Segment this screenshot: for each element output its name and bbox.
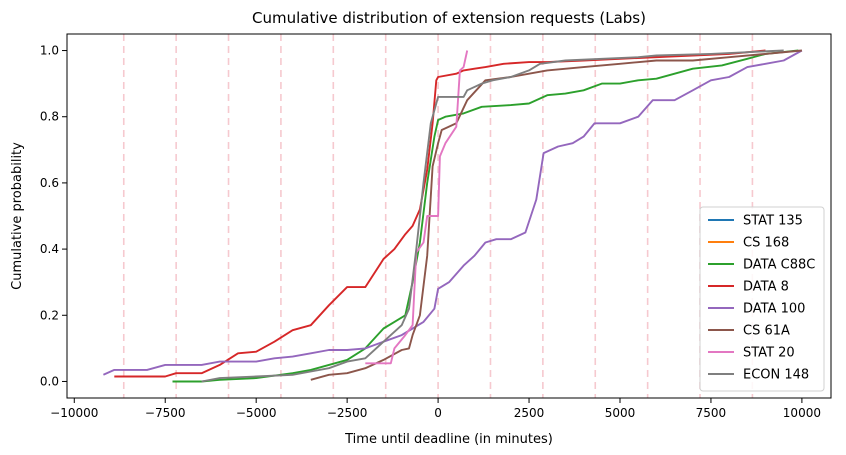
- x-axis: −10000 −7500 −5000 −2500 0 2500 5000 7500 10000: [50, 398, 821, 420]
- plot-area: [66, 33, 832, 399]
- reference-lines: [122, 34, 754, 398]
- y-tick-label: 0.6: [40, 176, 59, 190]
- y-tick-label: 0.2: [40, 308, 59, 322]
- x-tick-label: −2500: [327, 406, 368, 420]
- x-tick-label: 0: [434, 406, 442, 420]
- legend-label: DATA C88C: [743, 258, 815, 273]
- series-line-stat-20: [365, 50, 469, 365]
- legend-label: STAT 135: [743, 214, 803, 229]
- legend-label: CS 168: [743, 236, 789, 251]
- y-tick-label: 1.0: [40, 44, 59, 58]
- legend-label: CS 61A: [743, 324, 790, 339]
- legend-label: DATA 100: [743, 302, 805, 317]
- x-tick-label: −10000: [50, 406, 98, 420]
- x-tick-label: −5000: [236, 406, 277, 420]
- y-tick-label: 0.0: [40, 374, 59, 388]
- legend-box: [699, 206, 825, 392]
- series-line-data-c88c: [172, 49, 799, 383]
- plot-frame: [66, 33, 832, 399]
- x-tick-label: 10000: [783, 406, 821, 420]
- chart-title: Cumulative distribution of extension req…: [252, 9, 646, 27]
- legend-label: DATA 8: [743, 280, 789, 295]
- legend: STAT 135 CS 168 DATA C88C DATA 8 DATA 100 CS …: [699, 206, 825, 392]
- legend-label: ECON 148: [743, 368, 809, 383]
- series-line-data-100: [103, 49, 803, 376]
- x-tick-label: 7500: [696, 406, 727, 420]
- series-lines: [103, 49, 803, 383]
- x-tick-label: 2500: [514, 406, 545, 420]
- x-tick-label: 5000: [605, 406, 636, 420]
- x-axis-label: Time until deadline (in minutes): [344, 432, 553, 447]
- legend-label: STAT 20: [743, 346, 795, 361]
- x-tick-label: −7500: [145, 406, 186, 420]
- y-tick-label: 0.8: [40, 110, 59, 124]
- y-axis: 0.0 0.2 0.4 0.6 0.8 1.0: [40, 44, 67, 388]
- series-line-cs-61a: [310, 49, 802, 381]
- series-line-econ-148: [201, 49, 784, 383]
- y-tick-label: 0.4: [40, 242, 59, 256]
- y-axis-label: Cumulative probability: [10, 142, 25, 290]
